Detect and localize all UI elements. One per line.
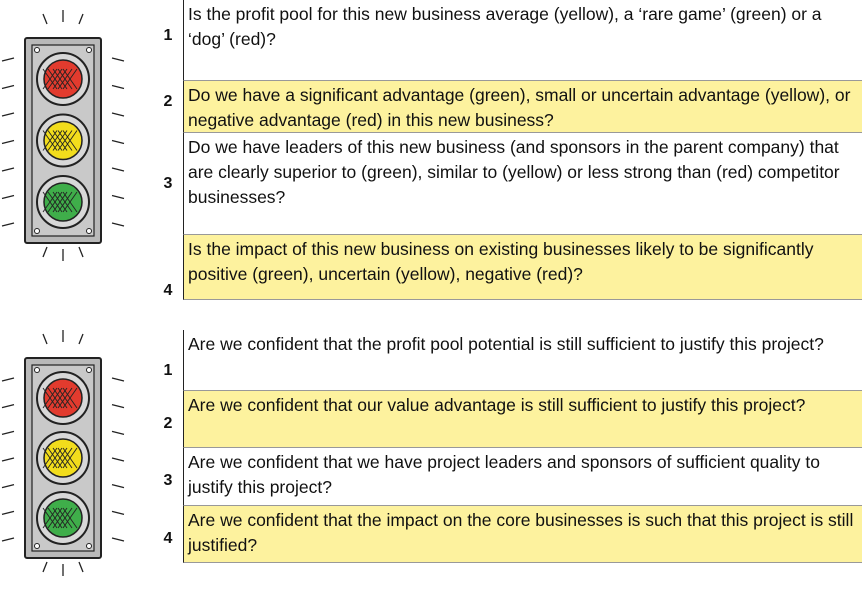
ray xyxy=(2,58,14,61)
ray xyxy=(112,223,124,226)
ray xyxy=(2,141,14,144)
ray xyxy=(112,458,124,461)
question-text: Are we confident that the profit pool po… xyxy=(183,330,862,390)
question-number: 1 xyxy=(158,27,178,45)
question-text: Do we have a significant advantage (gree… xyxy=(183,80,862,133)
ray xyxy=(2,168,14,171)
bolt xyxy=(35,368,40,373)
question-number: 4 xyxy=(158,530,178,548)
ray xyxy=(112,405,124,408)
ray xyxy=(2,405,14,408)
ray xyxy=(43,14,47,24)
ray xyxy=(112,196,124,199)
question-number: 3 xyxy=(158,472,178,490)
ray xyxy=(112,58,124,61)
ray xyxy=(79,562,83,572)
ray xyxy=(2,378,14,381)
bolt xyxy=(35,544,40,549)
ray xyxy=(79,334,83,344)
ray xyxy=(112,538,124,541)
question-number: 3 xyxy=(158,175,178,193)
page: Is the profit pool for this new business… xyxy=(0,0,862,593)
ray xyxy=(112,113,124,116)
question-number: 2 xyxy=(158,415,178,433)
ray xyxy=(79,247,83,257)
question-text: Is the impact of this new business on ex… xyxy=(183,234,862,300)
ray xyxy=(112,431,124,434)
question-text: Do we have leaders of this new business … xyxy=(183,133,862,234)
ray xyxy=(79,14,83,24)
bolt xyxy=(87,48,92,53)
ray xyxy=(2,431,14,434)
ray xyxy=(2,223,14,226)
ray xyxy=(112,485,124,488)
ray xyxy=(2,511,14,514)
traffic-light xyxy=(0,0,140,290)
ray xyxy=(2,113,14,116)
question-text: Are we confident that the impact on the … xyxy=(183,505,862,563)
ray xyxy=(112,378,124,381)
question-text: Are we confident that we have project le… xyxy=(183,448,862,505)
question-text: Is the profit pool for this new business… xyxy=(183,0,862,80)
ray xyxy=(112,168,124,171)
ray xyxy=(112,511,124,514)
ray xyxy=(112,141,124,144)
traffic-light xyxy=(0,328,140,593)
question-number: 1 xyxy=(158,362,178,380)
bolt xyxy=(87,544,92,549)
question-number: 2 xyxy=(158,93,178,111)
bolt xyxy=(87,229,92,234)
ray xyxy=(2,86,14,89)
question-number: 4 xyxy=(158,282,178,300)
ray xyxy=(43,562,47,572)
ray xyxy=(112,86,124,89)
ray xyxy=(43,247,47,257)
ray xyxy=(2,458,14,461)
ray xyxy=(2,538,14,541)
ray xyxy=(43,334,47,344)
bolt xyxy=(35,229,40,234)
bolt xyxy=(87,368,92,373)
ray xyxy=(2,485,14,488)
bolt xyxy=(35,48,40,53)
ray xyxy=(2,196,14,199)
question-text: Are we confident that our value advantag… xyxy=(183,390,862,448)
